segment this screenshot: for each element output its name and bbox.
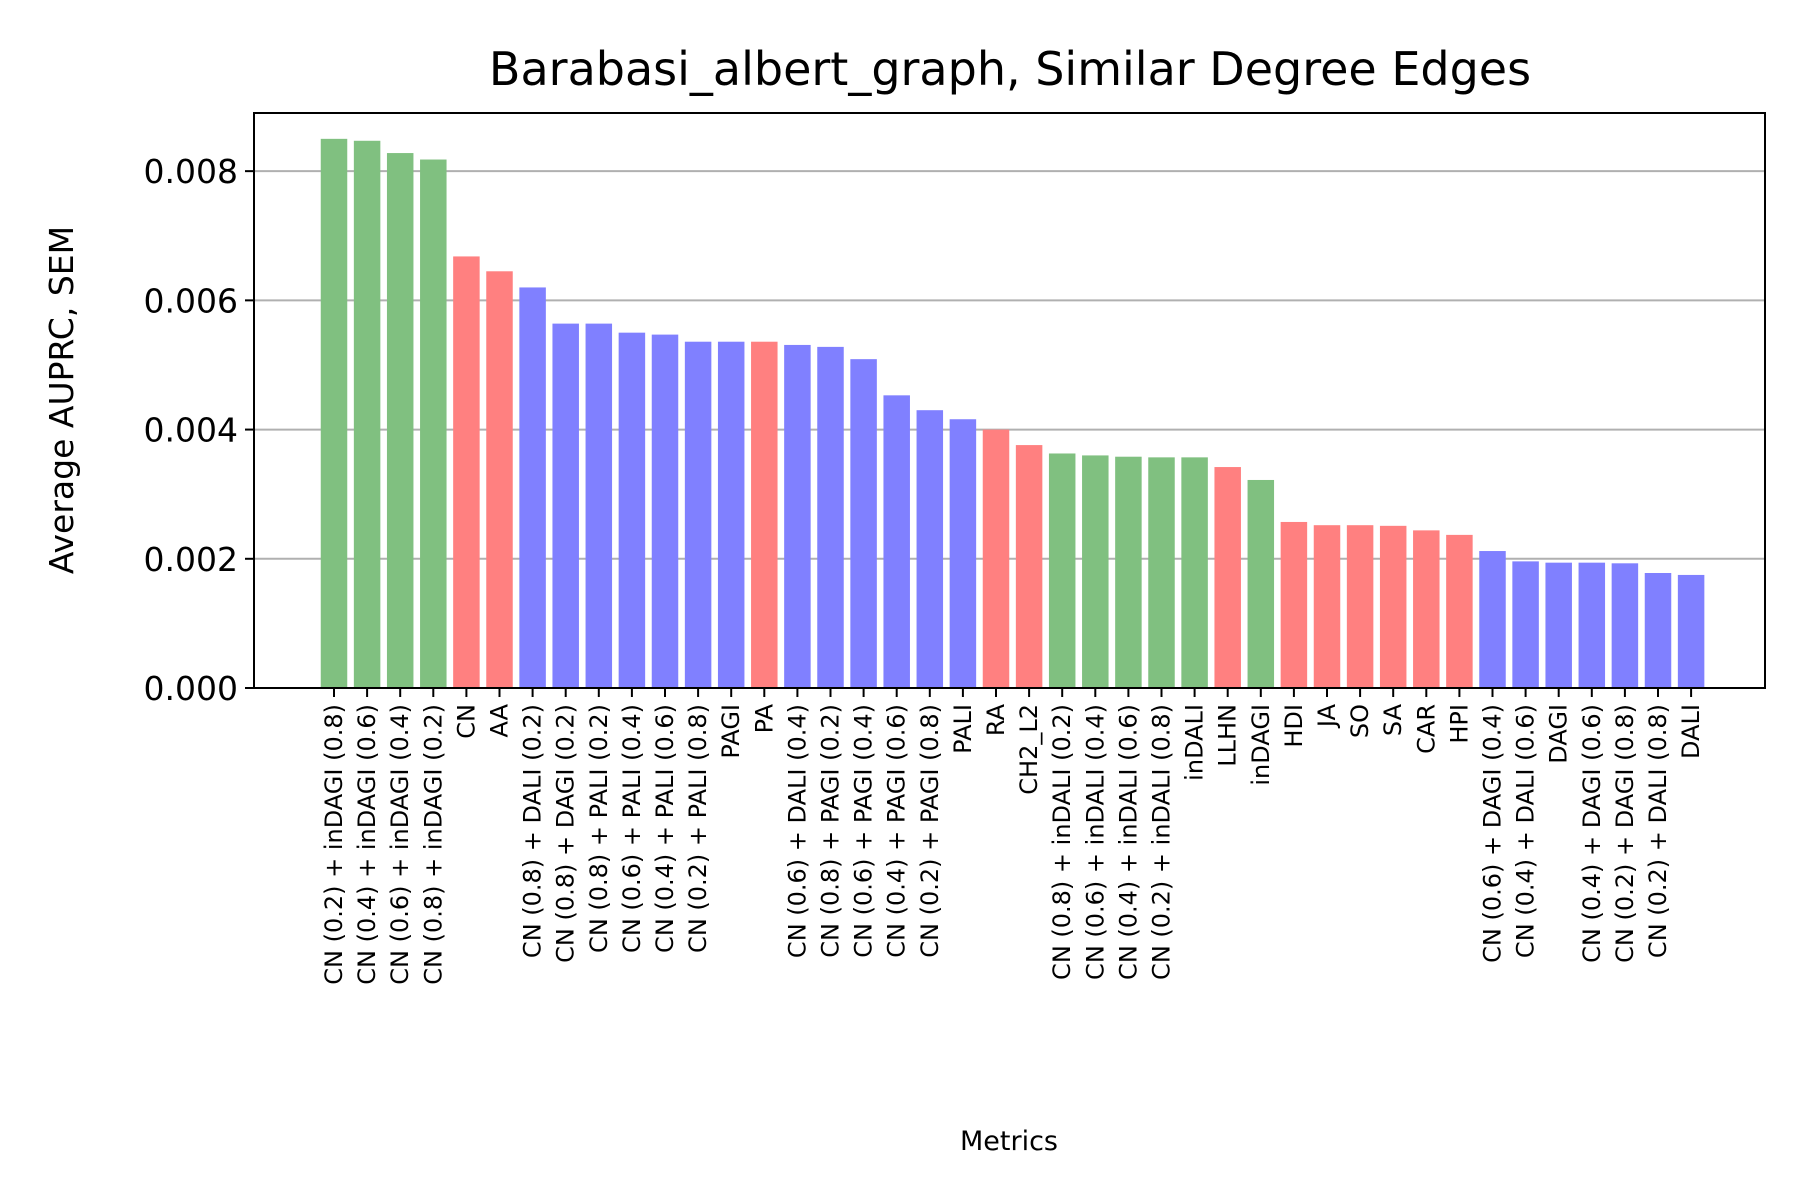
bar — [1214, 467, 1241, 688]
x-axis-label: Metrics — [960, 1126, 1058, 1157]
x-tick-label: RA — [982, 703, 1010, 736]
bar — [1446, 534, 1473, 688]
bar — [486, 271, 513, 688]
x-tick-label: CN (0.4) + DAGI (0.6) — [1578, 704, 1606, 963]
x-tick-label: PAGI — [717, 704, 745, 759]
bar — [1115, 456, 1142, 688]
bar — [817, 346, 844, 688]
bar — [1181, 457, 1208, 688]
x-tick-label: CN (0.2) + inDALI (0.8) — [1148, 704, 1176, 980]
bar — [916, 410, 944, 688]
bar — [1313, 525, 1341, 688]
bar — [420, 159, 447, 689]
y-tick-label: 0.006 — [144, 281, 238, 320]
bar — [1346, 525, 1374, 688]
bar — [519, 287, 546, 688]
x-tick-label: CN (0.2) + PALI (0.8) — [684, 704, 712, 953]
bar — [883, 395, 910, 688]
x-tick-label: CN (0.2) + DAGI (0.8) — [1611, 704, 1639, 963]
bar — [1611, 563, 1639, 688]
x-tick-label: HPI — [1445, 704, 1473, 744]
x-tick-label: inDALI — [1181, 704, 1209, 781]
x-tick-label: PALI — [949, 704, 977, 754]
bar — [982, 429, 1010, 688]
bar — [1413, 530, 1440, 688]
bar — [1379, 525, 1407, 688]
x-tick-label: CN (0.8) + PALI (0.2) — [585, 704, 613, 953]
x-tick-label: DALI — [1677, 704, 1705, 759]
x-tick-label: CN (0.8) + inDAGI (0.2) — [419, 704, 447, 985]
bar — [320, 138, 348, 688]
bar — [684, 341, 712, 688]
x-tick-label: SA — [1379, 703, 1407, 736]
plot-frame — [253, 112, 1766, 689]
x-tick-label: AA — [486, 703, 514, 737]
bar — [784, 344, 811, 688]
bar — [552, 323, 579, 688]
x-tick-label: JA — [1313, 703, 1341, 729]
x-tick-label: CN (0.8) + PAGI (0.2) — [817, 704, 845, 958]
y-tick-label: 0.004 — [144, 411, 238, 450]
x-tick-label: CH2_L2 — [1015, 704, 1043, 795]
x-tick-label: CN (0.2) + DALI (0.8) — [1644, 704, 1672, 958]
x-tick-label: CN (0.6) + DALI (0.4) — [783, 704, 811, 958]
y-axis-label: Average AUPRC, SEM — [42, 226, 81, 574]
bar — [1015, 445, 1043, 688]
x-tick-label: CN (0.8) + DAGI (0.2) — [552, 704, 580, 963]
x-axis-ticks: CN (0.2) + inDAGI (0.8) CN (0.4) + inDAGI… — [320, 688, 1705, 985]
x-tick-label: CN (0.6) + inDAGI (0.4) — [386, 704, 414, 985]
bar — [1512, 561, 1539, 688]
x-tick-label: CN (0.2) + inDAGI (0.8) — [320, 704, 348, 985]
x-tick-label: CN — [452, 704, 480, 739]
x-tick-label: CAR — [1412, 704, 1440, 754]
bar — [618, 332, 646, 688]
bar — [353, 140, 381, 689]
x-tick-label: CN (0.4) + inDAGI (0.6) — [353, 704, 381, 985]
x-tick-label: CN (0.6) + DAGI (0.4) — [1479, 704, 1507, 963]
x-tick-label: CN (0.4) + PALI (0.6) — [651, 704, 679, 953]
bar — [386, 153, 414, 689]
bar — [1545, 562, 1572, 688]
y-tick-label: 0.008 — [144, 152, 238, 191]
chart-title: Barabasi_albert_graph, Similar Degree Ed… — [489, 42, 1531, 96]
bar — [1479, 551, 1506, 688]
bar — [751, 341, 778, 688]
bar — [1048, 453, 1076, 688]
x-tick-label: inDAGI — [1247, 704, 1275, 786]
x-tick-label: CN (0.8) + DALI (0.2) — [519, 704, 547, 958]
bar — [1644, 573, 1672, 688]
x-tick-label: LLHN — [1214, 704, 1242, 767]
x-tick-label: HDI — [1280, 704, 1308, 748]
x-tick-label: SO — [1346, 704, 1374, 738]
x-tick-label: CN (0.4) + inDALI (0.6) — [1114, 704, 1142, 980]
bar — [585, 323, 613, 688]
x-tick-label: CN (0.8) + inDALI (0.2) — [1048, 704, 1076, 980]
y-tick-label: 0.000 — [144, 669, 238, 708]
x-tick-label: CN (0.6) + PALI (0.4) — [618, 704, 646, 953]
bar — [453, 256, 480, 688]
bar — [1677, 574, 1705, 688]
bar — [949, 419, 977, 688]
x-tick-label: CN (0.4) + DALI (0.6) — [1512, 704, 1540, 958]
x-tick-label: DAGI — [1545, 704, 1573, 764]
grid-lines — [254, 170, 1765, 560]
bar — [717, 341, 745, 688]
x-tick-label: CN (0.2) + PAGI (0.8) — [916, 704, 944, 958]
bar — [850, 359, 877, 688]
x-tick-label: CN (0.6) + inDALI (0.4) — [1081, 704, 1109, 980]
y-axis-ticks: 0.000 0.002 0.004 0.006 0.008 — [144, 152, 254, 708]
bars — [320, 138, 1705, 689]
x-tick-label: CN (0.4) + PAGI (0.6) — [883, 704, 911, 958]
bar — [1247, 479, 1275, 688]
bar — [1148, 457, 1175, 688]
bar — [1578, 562, 1606, 688]
bar — [651, 334, 679, 688]
x-tick-label: CN (0.6) + PAGI (0.4) — [850, 704, 878, 958]
y-tick-label: 0.002 — [144, 540, 238, 579]
x-tick-label: PA — [750, 703, 778, 733]
bar — [1082, 455, 1109, 688]
bar — [1280, 521, 1308, 688]
